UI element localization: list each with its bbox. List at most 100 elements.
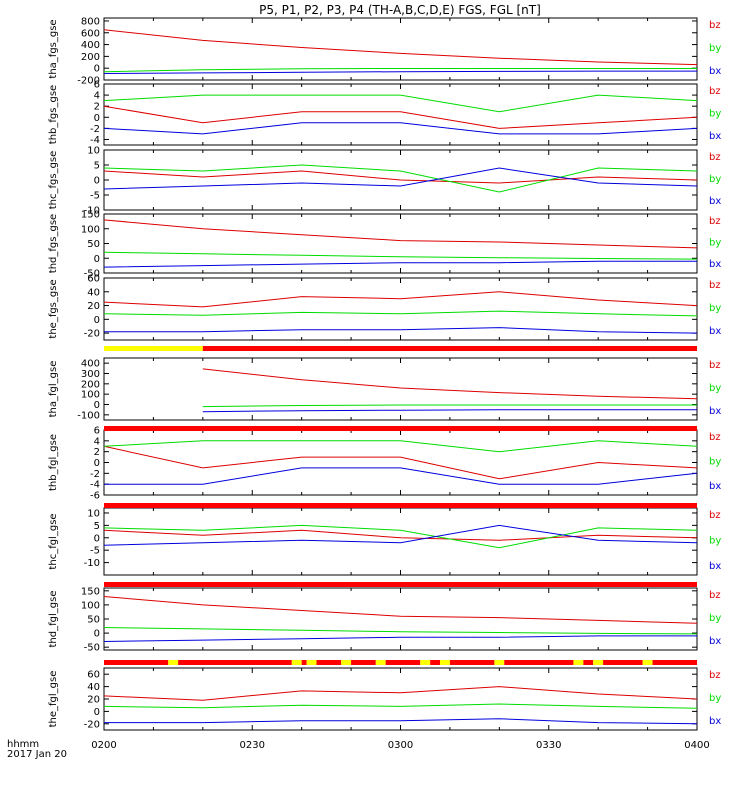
y-tick-label: 100 — [81, 224, 100, 235]
y-tick-label: 50 — [87, 239, 100, 250]
y-tick-label: -50 — [84, 269, 100, 280]
legend-bz: bz — [709, 86, 721, 97]
y-tick-label: 4 — [94, 436, 100, 447]
series-line-bx — [103, 122, 698, 135]
series-line-by — [103, 440, 698, 453]
legend-bz: bz — [709, 510, 721, 521]
y-tick-label: 2 — [94, 447, 100, 458]
legend-bx: bx — [709, 406, 721, 417]
legend-by: by — [709, 536, 721, 547]
series-line-bx — [103, 260, 697, 268]
legend-bx: bx — [709, 259, 721, 270]
mode-bar-segment — [652, 660, 697, 665]
y-tick-label: -2 — [90, 469, 100, 480]
y-tick-label: 40 — [87, 287, 100, 298]
mode-bar-segment — [504, 660, 574, 665]
mode-bar-segment — [642, 660, 653, 665]
y-tick-label: 6 — [94, 426, 100, 437]
y-tick-label: -10 — [84, 206, 100, 217]
mode-bar-segment — [375, 660, 386, 665]
series-line-bx — [202, 409, 697, 413]
series-line-bz — [103, 170, 698, 184]
y-tick-label: -200 — [77, 76, 100, 87]
series-line-bz — [103, 529, 698, 541]
legend-bz: bz — [709, 216, 721, 227]
legend-bz: bz — [709, 670, 721, 681]
mode-bar-segment — [420, 660, 431, 665]
time-axis-label-unit: hhmm — [7, 739, 39, 750]
mode-bar-segment — [341, 660, 352, 665]
legend-bx: bx — [709, 326, 721, 337]
panel-ylabel: the_fgl_gse — [48, 671, 59, 728]
plot-title: P5, P1, P2, P3, P4 (TH-A,B,C,D,E) FGS, F… — [259, 3, 541, 17]
mode-bar-segment — [202, 346, 698, 351]
y-tick-label: -4 — [90, 480, 100, 491]
series-line-bx — [104, 467, 698, 485]
y-tick-label: 400 — [81, 40, 100, 51]
time-tick-label: 0400 — [684, 740, 709, 751]
mode-bar-segment — [593, 660, 604, 665]
panel-frame — [103, 83, 698, 146]
panel-ylabel: the_fgs_gse — [48, 279, 59, 338]
legend-bx: bx — [709, 481, 721, 492]
series-line-by — [103, 627, 698, 635]
y-tick-label: 0 — [94, 629, 100, 640]
mode-bar-segment — [104, 660, 169, 665]
mode-bar-segment — [573, 660, 584, 665]
panel-frame — [103, 507, 698, 576]
series-line-bx — [103, 635, 697, 642]
y-tick-label: 60 — [87, 670, 100, 681]
y-tick-label: -5 — [90, 546, 100, 557]
legend-bz: bz — [709, 590, 721, 601]
legend-by: by — [709, 238, 721, 249]
y-tick-label: 20 — [87, 301, 100, 312]
y-tick-label: 60 — [87, 274, 100, 285]
mode-bar-segment — [301, 660, 307, 665]
time-tick-label: 0200 — [91, 740, 116, 751]
legend-bz: bz — [709, 280, 721, 291]
legend-by: by — [709, 693, 721, 704]
mode-bar-segment — [104, 503, 697, 508]
panel-ylabel: tha_fgs_gse — [48, 19, 59, 78]
mode-bar-segment — [291, 660, 302, 665]
y-tick-label: 50 — [87, 615, 100, 626]
series-line-by — [103, 94, 698, 113]
mode-bar-segment — [603, 660, 643, 665]
panel-frame — [103, 429, 698, 496]
y-tick-label: 5 — [94, 161, 100, 172]
time-tick-label: 0330 — [536, 740, 561, 751]
series-line-bx — [103, 524, 698, 546]
y-tick-label: -100 — [77, 410, 100, 421]
y-tick-label: 0 — [94, 176, 100, 187]
legend-bz: bz — [709, 360, 721, 371]
series-line-bz — [103, 291, 698, 308]
series-line-bz — [103, 686, 698, 701]
series-line-bz — [202, 368, 698, 400]
legend-by: by — [709, 613, 721, 624]
y-tick-label: -20 — [84, 719, 100, 730]
panel-ylabel: thc_fgl_gse — [48, 513, 59, 569]
mode-bar-segment — [494, 660, 505, 665]
legend-bx: bx — [709, 131, 721, 142]
y-tick-label: 0 — [94, 533, 100, 544]
y-tick-label: 800 — [81, 16, 100, 27]
panel-ylabel: tha_fgl_gse — [48, 361, 59, 418]
series-line-by — [103, 68, 697, 73]
mode-bar-segment — [385, 660, 421, 665]
series-line-bz — [103, 445, 698, 480]
legend-by: by — [709, 43, 721, 54]
panel-ylabel: thd_fgl_gse — [48, 591, 59, 648]
legend-by: by — [709, 457, 721, 468]
y-tick-label: -50 — [84, 643, 100, 654]
y-tick-label: 40 — [87, 682, 100, 693]
y-tick-label: 0 — [94, 113, 100, 124]
y-tick-label: 10 — [87, 508, 100, 519]
mode-bar-segment — [430, 660, 441, 665]
panel-ylabel: thb_fgs_gse — [48, 85, 59, 144]
